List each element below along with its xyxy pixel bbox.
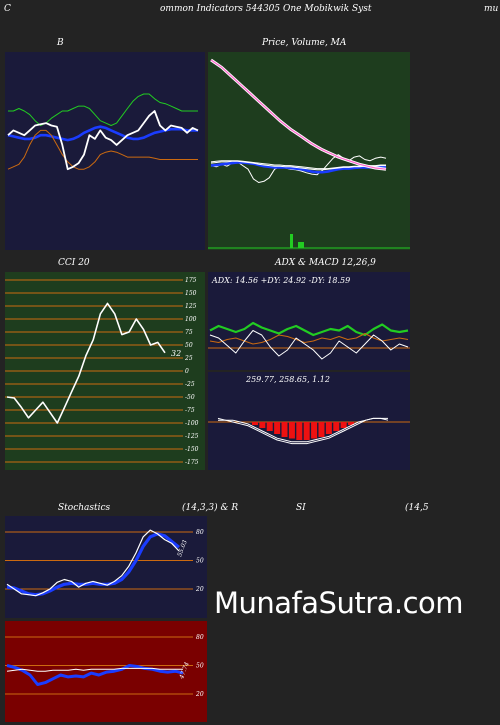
cci-tick-label: -50 <box>185 394 195 401</box>
cci-line <box>6 302 166 424</box>
cci-tick-label: 25 <box>184 355 193 362</box>
price-ma-white-2-line <box>210 160 386 170</box>
cci-tick-label: -25 <box>185 381 195 388</box>
bollinger-bg <box>5 52 205 250</box>
macd-hist-bar <box>348 422 355 425</box>
macd-chart: 259.77, 258.65, 1.12 <box>208 372 410 470</box>
header-c-label: C <box>4 4 11 14</box>
macd-hist-bar <box>318 422 325 437</box>
macd-hist-bar <box>333 422 340 431</box>
cci-chart: 175 150 125 100 75 50 25 0 -25 -50 -75 -100 -125 -150… <box>5 272 205 470</box>
price-ma-title: Price, Volume, MA <box>262 38 347 48</box>
cci-tick-label: 75 <box>185 329 193 336</box>
price-ma-pink-line <box>210 59 387 170</box>
macd-values-text: 259.77, 258.65, 1.12 <box>245 375 330 384</box>
bollinger-lower-line <box>7 129 198 170</box>
macd-bg <box>208 372 410 470</box>
cci-tick-label: 125 <box>185 303 197 310</box>
volume-bar <box>298 242 304 248</box>
cci-panel: 175 150 125 100 75 50 25 0 -25 -50 -75 -100 -125 -150… <box>5 272 205 470</box>
macd-signal-line <box>218 417 388 443</box>
rsi-tick-label: 20 <box>195 691 204 698</box>
adx-plus-di-line <box>209 321 409 337</box>
stoch-tick-label: 50 <box>196 558 204 565</box>
adx-macd-title: ADX & MACD 12,26,9 <box>275 258 376 268</box>
cci-tick-label: -125 <box>185 433 199 440</box>
adx-values-text: ADX: 14.56 +DY: 24.92 -DY: 18.59 <box>211 276 350 285</box>
cci-title: CCI 20 <box>58 258 90 268</box>
cci-tick-label: 175 <box>185 277 197 284</box>
stoch-bg <box>5 516 207 618</box>
cci-tick-label: 0 <box>185 368 189 375</box>
rsi-rsi-thin-line <box>6 667 183 672</box>
cci-value-label: 32 <box>171 349 181 358</box>
macd-hist-bar <box>303 422 310 440</box>
rsi-title: SI <box>296 503 306 513</box>
adx-panel: ADX: 14.56 +DY: 24.92 -DY: 18.59 <box>208 272 410 370</box>
macd-panel: 259.77, 258.65, 1.12 <box>208 372 410 470</box>
macd-hist-bar <box>296 422 303 440</box>
stoch-title: Stochastics <box>58 503 111 513</box>
adx-chart: ADX: 14.56 +DY: 24.92 -DY: 18.59 <box>208 272 410 370</box>
rsi-params: (14,5 <box>405 503 429 513</box>
macd-hist-bar <box>288 422 295 439</box>
stoch-tick-label: 80 <box>196 529 204 536</box>
cci-tick-label: -75 <box>185 407 195 414</box>
macd-hist-bar <box>251 422 258 425</box>
macd-hist-bar <box>266 422 273 431</box>
price-ma-panel <box>208 52 410 250</box>
header-title: ommon Indicators 544305 One Mobikwik Sys… <box>160 4 372 14</box>
volume-spike-bar <box>290 234 293 248</box>
price-ma-blue-line <box>210 161 386 174</box>
macd-hist-bar <box>340 422 347 428</box>
adx-adx-line <box>209 330 409 360</box>
stoch-params: (14,3,3) & R <box>182 503 239 513</box>
cci-tick-label: 150 <box>185 290 197 297</box>
rsi-tick-label: 80 <box>196 634 204 641</box>
macd-hist-bar <box>274 422 281 434</box>
cci-tick-label: 100 <box>185 316 197 323</box>
macd-hist-bar <box>325 422 332 434</box>
macd-macd-line <box>217 417 389 445</box>
adx-minus-di-line <box>209 333 409 345</box>
macd-hist-bar <box>281 422 288 437</box>
bollinger-panel <box>5 52 205 250</box>
bollinger-price-line <box>7 110 199 171</box>
price-ma-chart <box>208 52 410 250</box>
stoch-k-line <box>6 529 180 597</box>
rsi-rsi-line <box>6 664 184 686</box>
stoch-panel: 80 50 20 55.03 <box>5 516 207 618</box>
bollinger-title: B <box>57 38 64 48</box>
cci-tick-label: -150 <box>185 446 199 453</box>
stoch-tick-label: 20 <box>195 586 204 593</box>
macd-hist-bar <box>259 422 266 428</box>
macd-hist-bar <box>311 422 318 439</box>
cci-tick-label: 50 <box>185 342 193 349</box>
stoch-d-line <box>6 532 180 597</box>
cci-tick-label: -100 <box>185 420 199 427</box>
rsi-panel: 80 50 20 47.74 <box>5 621 207 722</box>
adx-bg <box>208 272 410 370</box>
bollinger-chart <box>5 52 205 250</box>
price-ma-white-1-line <box>210 160 386 171</box>
rsi-tick-label: 50 <box>196 663 204 670</box>
watermark: MunafaSutra.com <box>214 586 464 620</box>
cci-tick-label: -175 <box>185 459 199 466</box>
header-right-label: mu <box>484 4 499 14</box>
